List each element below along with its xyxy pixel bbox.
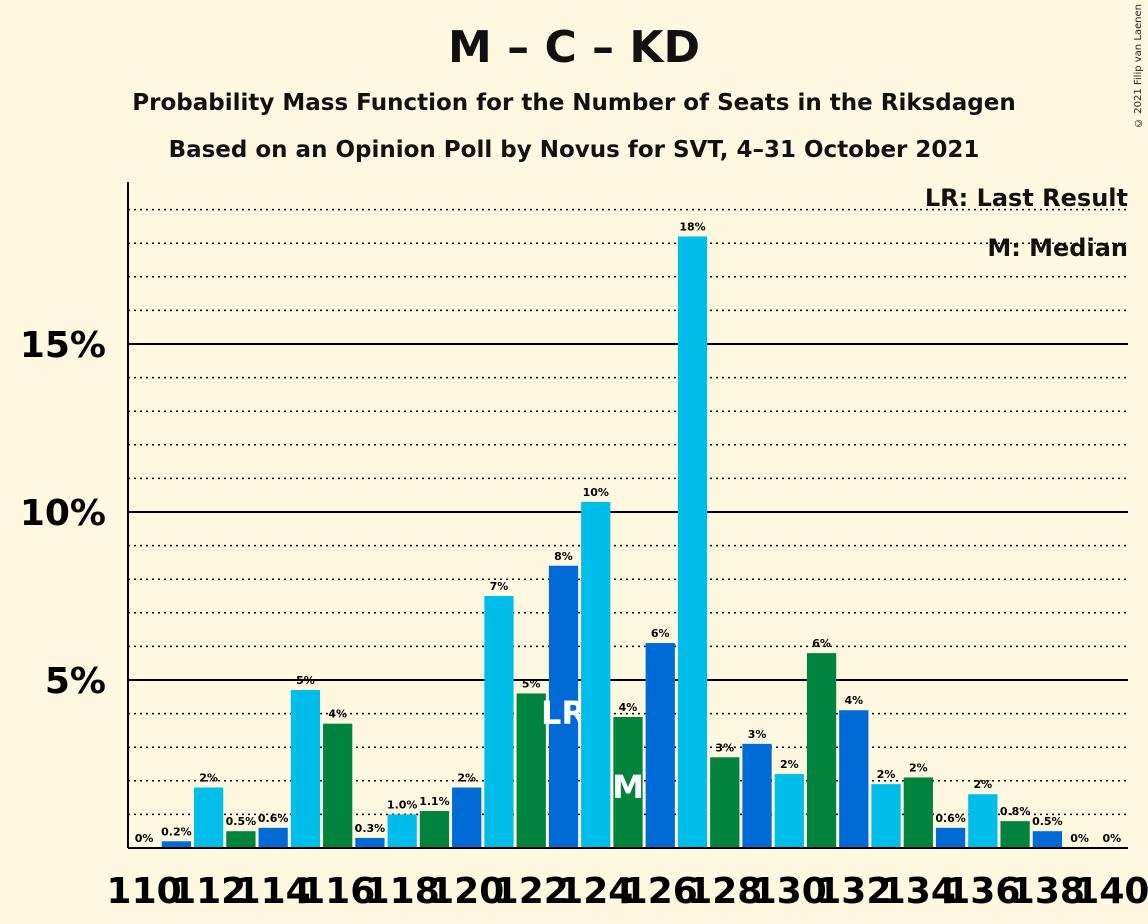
bar-seat-118: [387, 814, 417, 848]
bar-value-label: 8%: [554, 550, 573, 563]
bar-value-label: 5%: [296, 674, 315, 687]
x-tick-label: 120: [429, 871, 504, 912]
bar-seat-111: [161, 841, 192, 848]
bar-value-label: 6%: [812, 637, 831, 650]
x-tick-label: 134: [881, 871, 956, 912]
y-tick-label: 10%: [20, 493, 106, 534]
bar-value-label: 1.0%: [387, 798, 418, 811]
bar-seat-120: [452, 787, 482, 848]
chart-subtitle-2: Based on an Opinion Poll by Novus for SV…: [168, 137, 980, 163]
chart-subtitle-1: Probability Mass Function for the Number…: [132, 90, 1016, 116]
bar-value-label: 2%: [199, 772, 218, 785]
bar-seat-127: [677, 236, 708, 849]
legend-last-result: LR: Last Result: [924, 184, 1128, 212]
legend-median: M: Median: [987, 234, 1128, 262]
x-tick-label: 128: [687, 871, 762, 912]
bar-seat-117: [355, 837, 385, 848]
x-tick-label: 122: [494, 871, 569, 912]
bar-seat-112: [194, 787, 224, 848]
bar-value-label: 4%: [619, 701, 638, 714]
bar-value-label: 0%: [1103, 832, 1122, 845]
bar-value-label: 1.1%: [419, 795, 450, 808]
bar-seat-125: [613, 716, 643, 848]
bar-value-label: 7%: [490, 580, 509, 593]
bar-seat-128: [710, 757, 740, 848]
bar-seat-126: [645, 643, 675, 848]
bar-seat-116: [323, 723, 353, 848]
bar-seat-135: [935, 827, 966, 848]
x-tick-label: 138: [1010, 871, 1085, 912]
bar-value-label: 0%: [135, 832, 154, 845]
bar-value-label: 0.5%: [226, 815, 257, 828]
bar-value-label: 0.3%: [355, 822, 386, 835]
bar-value-label: 10%: [583, 486, 609, 499]
bar-value-label: 2%: [780, 758, 799, 771]
bar-value-label: 4%: [844, 694, 863, 707]
bar-value-label: 3%: [715, 741, 734, 754]
bar-value-label: 2%: [909, 761, 928, 774]
x-tick-label: 112: [171, 871, 246, 912]
bar-value-label: 2%: [877, 768, 896, 781]
bar-seat-137: [1000, 821, 1030, 848]
y-tick-label: 5%: [45, 661, 106, 702]
bar-seat-130: [774, 774, 804, 848]
bar-seat-113: [226, 831, 256, 848]
bar-value-label: 18%: [679, 220, 705, 233]
bar-seat-122: [516, 693, 546, 848]
bar-seat-133: [871, 784, 901, 848]
bar-value-label: 0.6%: [258, 812, 289, 825]
x-tick-label: 116: [300, 871, 375, 912]
bar-value-label: 4%: [328, 708, 347, 721]
x-tick-label: 118: [365, 871, 440, 912]
bar-value-label: 6%: [651, 627, 670, 640]
bar-seat-123: [548, 565, 579, 848]
y-tick-label: 15%: [20, 325, 106, 366]
x-tick-label: 130: [752, 871, 827, 912]
bar-seat-132: [839, 710, 869, 848]
bar-seat-138: [1032, 831, 1062, 848]
bar-seat-115: [290, 690, 321, 848]
median-marker: M: [612, 768, 644, 806]
bar-seat-114: [258, 827, 288, 848]
bar-value-label: 3%: [748, 728, 767, 741]
bar-value-label: 2%: [973, 778, 992, 791]
bar-seat-136: [968, 794, 998, 848]
chart-title: M – C – KD: [448, 22, 700, 73]
bar-seat-134: [903, 777, 933, 848]
x-tick-label: 136: [945, 871, 1020, 912]
bar-value-label: 0.2%: [161, 825, 192, 838]
bar-value-label: 2%: [457, 772, 476, 785]
bar-seat-119: [419, 811, 450, 848]
bar-seat-121: [484, 596, 514, 848]
x-tick-label: 110: [107, 871, 182, 912]
bar-value-label: 0.5%: [1032, 815, 1063, 828]
bar-seat-124: [581, 501, 611, 848]
bar-seat-129: [742, 743, 772, 848]
bar-value-label: 0.6%: [935, 812, 966, 825]
bar-value-label: 0.8%: [1000, 805, 1031, 818]
x-tick-label: 140: [1074, 871, 1148, 912]
x-tick-label: 114: [236, 871, 311, 912]
bar-value-label: 0%: [1070, 832, 1089, 845]
x-tick-label: 124: [558, 871, 633, 912]
x-tick-label: 126: [623, 871, 698, 912]
x-tick-label: 132: [816, 871, 891, 912]
bar-seat-131: [806, 653, 837, 848]
bar-value-label: 5%: [522, 677, 541, 690]
last-result-marker: LR: [541, 694, 586, 732]
